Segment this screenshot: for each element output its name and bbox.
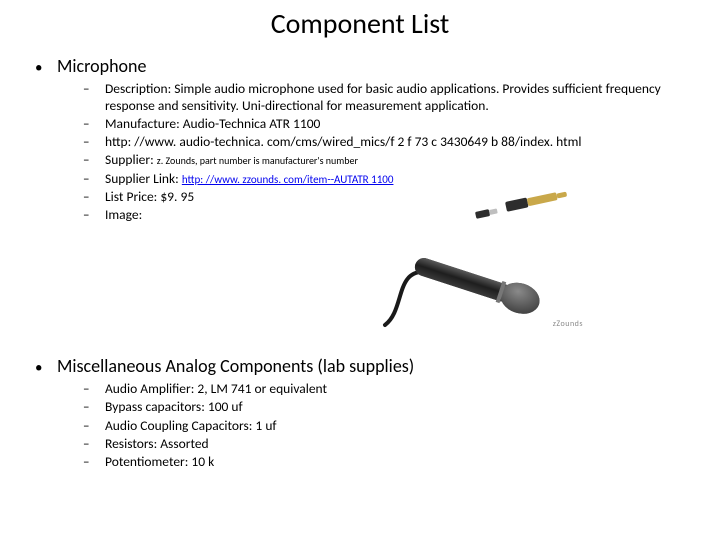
dash-icon: – bbox=[83, 382, 105, 398]
microphone-illustration-icon bbox=[375, 190, 585, 335]
microphone-details-list: – Description: Simple audio microphone u… bbox=[35, 81, 685, 224]
image-watermark: zZounds bbox=[553, 319, 583, 329]
bullet-icon: • bbox=[35, 359, 57, 377]
list-item: Resistors: Assorted bbox=[105, 436, 209, 453]
dash-icon: – bbox=[83, 437, 105, 453]
section-heading: Miscellaneous Analog Components (lab sup… bbox=[57, 355, 414, 377]
list-item: Bypass capacitors: 100 uf bbox=[105, 399, 243, 416]
dash-icon: – bbox=[83, 400, 105, 416]
product-image: zZounds bbox=[375, 190, 585, 335]
list-item: Image: bbox=[105, 207, 142, 224]
section-microphone: • Microphone – Description: Simple audio… bbox=[35, 55, 685, 244]
dash-icon: – bbox=[83, 172, 105, 188]
dash-icon: – bbox=[83, 117, 105, 133]
supplier-link[interactable]: http: //www. zzounds. com/item--AUTATR 1… bbox=[182, 173, 394, 186]
list-item: Audio Amplifier: 2, LM 741 or equivalent bbox=[105, 381, 327, 398]
supplier-note: z. Zounds, part number is manufacturer's… bbox=[157, 154, 358, 167]
list-item: Description: Simple audio microphone use… bbox=[105, 81, 685, 115]
page-title: Component List bbox=[0, 6, 720, 41]
dash-icon: – bbox=[83, 419, 105, 435]
list-item: Supplier: z. Zounds, part number is manu… bbox=[105, 152, 358, 169]
dash-icon: – bbox=[83, 135, 105, 151]
section-misc-components: • Miscellaneous Analog Components (lab s… bbox=[35, 355, 685, 491]
list-item: Potentiometer: 10 k bbox=[105, 454, 214, 471]
list-item: Supplier Link: http: //www. zzounds. com… bbox=[105, 171, 393, 188]
dash-icon: – bbox=[83, 208, 105, 224]
dash-icon: – bbox=[83, 190, 105, 206]
section-heading: Microphone bbox=[57, 55, 146, 77]
supplier-link-prefix: Supplier Link: bbox=[105, 170, 182, 187]
dash-icon: – bbox=[83, 153, 105, 169]
list-item: Audio Coupling Capacitors: 1 uf bbox=[105, 418, 277, 435]
list-item: List Price: $9. 95 bbox=[105, 189, 194, 206]
list-item: Manufacture: Audio-Technica ATR 1100 bbox=[105, 116, 320, 133]
dash-icon: – bbox=[83, 82, 105, 98]
list-item: http: //www. audio-technica. com/cms/wir… bbox=[105, 134, 582, 151]
slide: Component List • Microphone – Descriptio… bbox=[0, 0, 720, 540]
supplier-prefix: Supplier: bbox=[105, 151, 157, 168]
misc-details-list: – Audio Amplifier: 2, LM 741 or equivale… bbox=[35, 381, 685, 471]
bullet-icon: • bbox=[35, 59, 57, 77]
dash-icon: – bbox=[83, 455, 105, 471]
